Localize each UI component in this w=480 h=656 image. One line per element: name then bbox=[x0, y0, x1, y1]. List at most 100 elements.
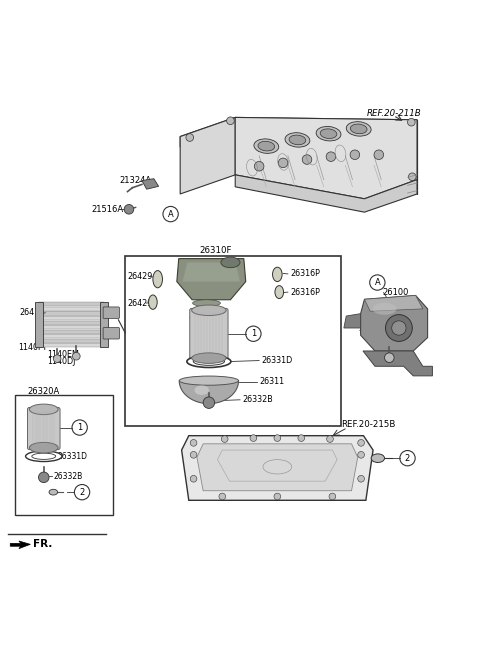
Polygon shape bbox=[181, 436, 373, 501]
Ellipse shape bbox=[285, 133, 310, 147]
Circle shape bbox=[408, 118, 415, 126]
Text: REF.20-215B: REF.20-215B bbox=[341, 420, 396, 429]
Text: 1140EM: 1140EM bbox=[48, 350, 80, 359]
Text: FR.: FR. bbox=[33, 539, 53, 549]
Ellipse shape bbox=[371, 454, 384, 462]
Text: 26320A: 26320A bbox=[27, 386, 59, 396]
Circle shape bbox=[326, 436, 333, 442]
FancyBboxPatch shape bbox=[27, 407, 60, 449]
Ellipse shape bbox=[192, 305, 226, 316]
Ellipse shape bbox=[275, 285, 284, 298]
Polygon shape bbox=[180, 117, 235, 194]
Circle shape bbox=[385, 315, 412, 341]
FancyBboxPatch shape bbox=[103, 327, 120, 339]
Text: 26331D: 26331D bbox=[57, 452, 87, 461]
Circle shape bbox=[408, 173, 416, 180]
Ellipse shape bbox=[190, 314, 223, 321]
Text: REF.20-211B: REF.20-211B bbox=[367, 109, 421, 118]
Polygon shape bbox=[182, 262, 240, 281]
Ellipse shape bbox=[196, 332, 217, 338]
Ellipse shape bbox=[29, 442, 58, 453]
Text: 21381: 21381 bbox=[359, 325, 384, 333]
Ellipse shape bbox=[49, 489, 58, 495]
Text: 21324A: 21324A bbox=[120, 176, 152, 185]
Bar bbox=[39, 316, 104, 320]
Text: 1140FT: 1140FT bbox=[18, 342, 47, 352]
FancyBboxPatch shape bbox=[103, 307, 120, 318]
Text: 26316P: 26316P bbox=[290, 269, 320, 278]
Text: 26429: 26429 bbox=[128, 298, 153, 308]
Circle shape bbox=[227, 117, 234, 125]
Ellipse shape bbox=[221, 257, 240, 268]
Circle shape bbox=[250, 435, 257, 441]
Text: A: A bbox=[374, 278, 380, 287]
Polygon shape bbox=[363, 351, 432, 376]
Polygon shape bbox=[235, 175, 417, 212]
Text: 1: 1 bbox=[251, 329, 256, 338]
Polygon shape bbox=[177, 258, 246, 300]
Text: 1: 1 bbox=[77, 423, 82, 432]
Ellipse shape bbox=[273, 267, 282, 281]
Circle shape bbox=[326, 152, 336, 161]
Ellipse shape bbox=[350, 124, 367, 134]
Ellipse shape bbox=[190, 321, 223, 328]
Circle shape bbox=[221, 436, 228, 442]
Ellipse shape bbox=[193, 358, 225, 365]
Ellipse shape bbox=[25, 451, 62, 462]
Circle shape bbox=[274, 435, 281, 441]
Circle shape bbox=[72, 352, 80, 360]
Ellipse shape bbox=[289, 135, 306, 145]
Circle shape bbox=[358, 451, 364, 458]
Text: 2: 2 bbox=[405, 454, 410, 462]
Bar bbox=[39, 338, 104, 343]
Ellipse shape bbox=[346, 121, 371, 136]
Text: 26429: 26429 bbox=[128, 272, 153, 281]
Circle shape bbox=[190, 451, 197, 458]
Text: A: A bbox=[168, 209, 173, 218]
FancyBboxPatch shape bbox=[190, 308, 228, 360]
Circle shape bbox=[186, 134, 193, 141]
Text: 26310F: 26310F bbox=[199, 246, 232, 255]
Polygon shape bbox=[142, 178, 158, 189]
Ellipse shape bbox=[320, 129, 337, 138]
Ellipse shape bbox=[192, 353, 226, 363]
Bar bbox=[39, 334, 104, 338]
Text: 26332B: 26332B bbox=[242, 396, 273, 404]
Bar bbox=[100, 302, 108, 348]
Circle shape bbox=[190, 476, 197, 482]
Circle shape bbox=[350, 150, 360, 159]
Ellipse shape bbox=[316, 127, 341, 141]
Ellipse shape bbox=[32, 453, 56, 459]
Circle shape bbox=[203, 397, 215, 409]
Circle shape bbox=[254, 161, 264, 171]
Bar bbox=[39, 312, 104, 316]
Polygon shape bbox=[360, 295, 428, 351]
Circle shape bbox=[53, 355, 61, 363]
Circle shape bbox=[298, 435, 305, 441]
Circle shape bbox=[278, 158, 288, 168]
Text: 26331D: 26331D bbox=[262, 356, 293, 365]
Polygon shape bbox=[344, 314, 360, 328]
Ellipse shape bbox=[153, 270, 162, 288]
Circle shape bbox=[329, 493, 336, 500]
Bar bbox=[125, 256, 340, 426]
Polygon shape bbox=[197, 444, 358, 491]
Circle shape bbox=[384, 353, 394, 363]
Text: 26332B: 26332B bbox=[53, 472, 83, 481]
Ellipse shape bbox=[29, 404, 58, 415]
Ellipse shape bbox=[192, 300, 220, 306]
Circle shape bbox=[38, 472, 49, 483]
Ellipse shape bbox=[187, 356, 231, 367]
Text: 26311: 26311 bbox=[259, 377, 284, 386]
Circle shape bbox=[374, 150, 384, 159]
Polygon shape bbox=[364, 295, 423, 311]
Ellipse shape bbox=[258, 141, 275, 151]
Circle shape bbox=[358, 476, 364, 482]
Polygon shape bbox=[179, 380, 239, 403]
Ellipse shape bbox=[179, 376, 239, 385]
Circle shape bbox=[358, 440, 364, 446]
Circle shape bbox=[219, 493, 226, 500]
Ellipse shape bbox=[149, 295, 157, 310]
Text: 26410B: 26410B bbox=[19, 308, 49, 318]
Circle shape bbox=[302, 155, 312, 164]
